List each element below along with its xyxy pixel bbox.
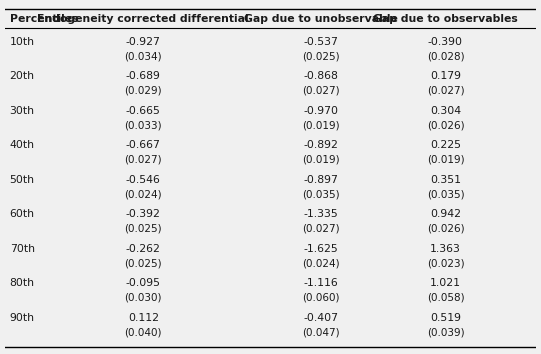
Text: 1.363: 1.363 bbox=[430, 244, 461, 253]
Text: (0.027): (0.027) bbox=[427, 86, 464, 96]
Text: 0.225: 0.225 bbox=[430, 140, 461, 150]
Text: 60th: 60th bbox=[10, 209, 35, 219]
Text: 90th: 90th bbox=[10, 313, 35, 322]
Text: (0.024): (0.024) bbox=[302, 258, 340, 268]
Text: 50th: 50th bbox=[10, 175, 35, 185]
Text: Endogeneity corrected differential: Endogeneity corrected differential bbox=[37, 14, 249, 24]
Text: (0.019): (0.019) bbox=[302, 155, 340, 165]
Text: (0.039): (0.039) bbox=[427, 327, 464, 337]
Text: Gap due to unobservable: Gap due to unobservable bbox=[244, 14, 398, 24]
Text: -0.897: -0.897 bbox=[304, 175, 338, 185]
Text: 0.519: 0.519 bbox=[430, 313, 461, 322]
Text: (0.023): (0.023) bbox=[427, 258, 464, 268]
Text: -0.665: -0.665 bbox=[126, 105, 161, 116]
Text: (0.019): (0.019) bbox=[427, 155, 464, 165]
Text: -1.335: -1.335 bbox=[304, 209, 338, 219]
Text: (0.060): (0.060) bbox=[302, 293, 340, 303]
Text: 80th: 80th bbox=[10, 278, 35, 288]
Text: (0.025): (0.025) bbox=[124, 258, 162, 268]
Text: -1.625: -1.625 bbox=[304, 244, 338, 253]
Text: (0.035): (0.035) bbox=[427, 189, 464, 199]
Text: 40th: 40th bbox=[10, 140, 35, 150]
Text: (0.027): (0.027) bbox=[124, 155, 162, 165]
Text: (0.035): (0.035) bbox=[302, 189, 340, 199]
Text: (0.029): (0.029) bbox=[124, 86, 162, 96]
Text: (0.030): (0.030) bbox=[124, 293, 162, 303]
Text: -0.407: -0.407 bbox=[304, 313, 338, 322]
Text: 0.179: 0.179 bbox=[430, 71, 461, 81]
Text: (0.026): (0.026) bbox=[427, 120, 464, 130]
Text: Percentiles: Percentiles bbox=[10, 14, 78, 24]
Text: (0.027): (0.027) bbox=[302, 224, 340, 234]
Text: 0.942: 0.942 bbox=[430, 209, 461, 219]
Text: 10th: 10th bbox=[10, 37, 35, 47]
Text: (0.025): (0.025) bbox=[302, 51, 340, 61]
Text: -0.390: -0.390 bbox=[428, 37, 463, 47]
Text: 20th: 20th bbox=[10, 71, 35, 81]
Text: -0.689: -0.689 bbox=[126, 71, 161, 81]
Text: (0.047): (0.047) bbox=[302, 327, 340, 337]
Text: -0.970: -0.970 bbox=[304, 105, 338, 116]
Text: (0.026): (0.026) bbox=[427, 224, 464, 234]
Text: (0.025): (0.025) bbox=[124, 224, 162, 234]
Text: 0.304: 0.304 bbox=[430, 105, 461, 116]
Text: -0.537: -0.537 bbox=[304, 37, 338, 47]
Text: (0.028): (0.028) bbox=[427, 51, 464, 61]
Text: -1.116: -1.116 bbox=[304, 278, 338, 288]
Text: -0.892: -0.892 bbox=[304, 140, 338, 150]
Text: 0.351: 0.351 bbox=[430, 175, 461, 185]
Text: -0.667: -0.667 bbox=[126, 140, 161, 150]
Text: (0.024): (0.024) bbox=[124, 189, 162, 199]
Text: (0.033): (0.033) bbox=[124, 120, 162, 130]
Text: 30th: 30th bbox=[10, 105, 35, 116]
Text: -0.927: -0.927 bbox=[126, 37, 161, 47]
Text: 1.021: 1.021 bbox=[430, 278, 461, 288]
Text: (0.040): (0.040) bbox=[124, 327, 162, 337]
Text: -0.392: -0.392 bbox=[126, 209, 161, 219]
Text: (0.058): (0.058) bbox=[427, 293, 464, 303]
Text: 0.112: 0.112 bbox=[128, 313, 159, 322]
Text: (0.034): (0.034) bbox=[124, 51, 162, 61]
Text: Gap due to observables: Gap due to observables bbox=[373, 14, 518, 24]
Text: (0.027): (0.027) bbox=[302, 86, 340, 96]
Text: -0.868: -0.868 bbox=[304, 71, 338, 81]
Text: (0.019): (0.019) bbox=[302, 120, 340, 130]
Text: -0.095: -0.095 bbox=[126, 278, 161, 288]
Text: -0.546: -0.546 bbox=[126, 175, 161, 185]
Text: -0.262: -0.262 bbox=[126, 244, 161, 253]
Text: 70th: 70th bbox=[10, 244, 35, 253]
